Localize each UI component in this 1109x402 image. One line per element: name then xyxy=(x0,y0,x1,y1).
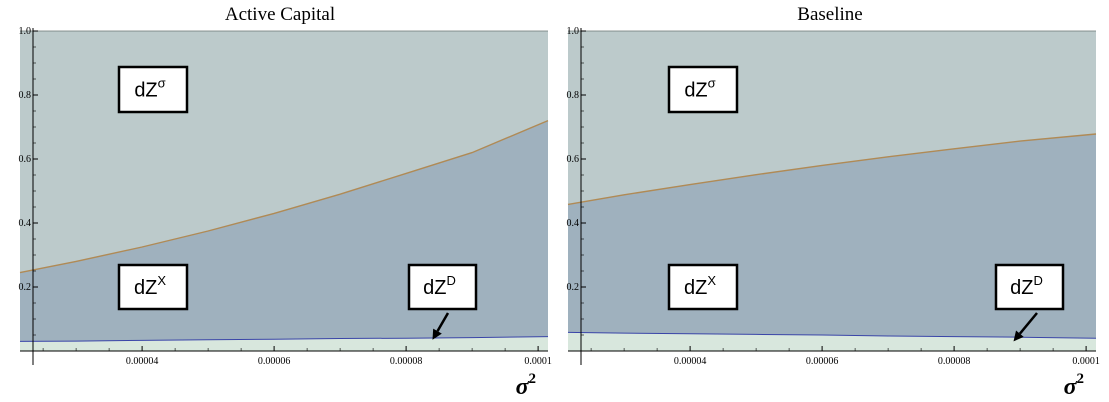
chart-panel-1: 0.2 0.4 0.6 0.8 1.0 0.00004 0.00006 0.00008 0.00… xyxy=(19,4,552,400)
chart-panel-2: 0.2 0.4 0.6 0.8 1.0 0.00004 0.00006 0.00008 0.00… xyxy=(567,4,1100,400)
label-box-dz-x: dZX xyxy=(667,263,739,311)
panel-title: Active Capital xyxy=(225,4,335,25)
series-line-upper xyxy=(567,133,1097,206)
annotation-arrow-shaft xyxy=(436,312,450,332)
y-tick-label: 0.2 xyxy=(567,282,580,293)
label-box-dz-sigma: dZσ xyxy=(117,65,189,114)
panel-title: Baseline xyxy=(797,4,862,25)
annotation-arrow-head xyxy=(1013,330,1024,342)
label-box-dz-x: dZX xyxy=(117,263,189,311)
y-tick-label: 0.2 xyxy=(19,282,32,293)
y-tick-label: 0.4 xyxy=(567,218,580,229)
x-tick-label: 0.00006 xyxy=(806,356,839,367)
label-box-dz-d: dZD xyxy=(407,263,478,311)
region-label: dZX xyxy=(134,273,166,299)
x-tick-label: 0.00004 xyxy=(126,356,159,367)
series-line-lower xyxy=(19,336,549,342)
y-tick-label: 1.0 xyxy=(567,26,580,37)
region-label: dZσ xyxy=(134,76,165,102)
y-tick-label: 1.0 xyxy=(19,26,32,37)
y-tick-label: 0.8 xyxy=(567,90,580,101)
series-line-lower xyxy=(567,331,1097,339)
region-label: dZX xyxy=(684,273,716,299)
x-axis-title: σ2 xyxy=(1064,371,1084,400)
x-axis-title: σ2 xyxy=(516,371,536,400)
x-tick-label: 0.0001 xyxy=(524,356,552,367)
series-line-upper xyxy=(19,119,549,274)
x-tick-label: 0.00008 xyxy=(390,356,423,367)
region-label: dZD xyxy=(1010,273,1043,299)
x-tick-label: 0.0001 xyxy=(1072,356,1100,367)
x-tick-label: 0.00006 xyxy=(258,356,291,367)
label-box-dz-sigma: dZσ xyxy=(667,65,739,114)
y-tick-label: 0.6 xyxy=(567,154,580,165)
y-tick-label: 0.4 xyxy=(19,218,32,229)
region-label: dZD xyxy=(423,273,456,299)
x-tick-label: 0.00008 xyxy=(938,356,971,367)
annotation-arrow-shaft xyxy=(1018,312,1038,335)
label-box-dz-d: dZD xyxy=(994,263,1065,311)
y-tick-label: 0.8 xyxy=(19,90,32,101)
region-label: dZσ xyxy=(684,76,715,102)
x-tick-label: 0.00004 xyxy=(674,356,707,367)
region-dz-d xyxy=(20,336,548,351)
annotation-arrow-head xyxy=(432,328,442,340)
y-tick-label: 0.6 xyxy=(19,154,32,165)
